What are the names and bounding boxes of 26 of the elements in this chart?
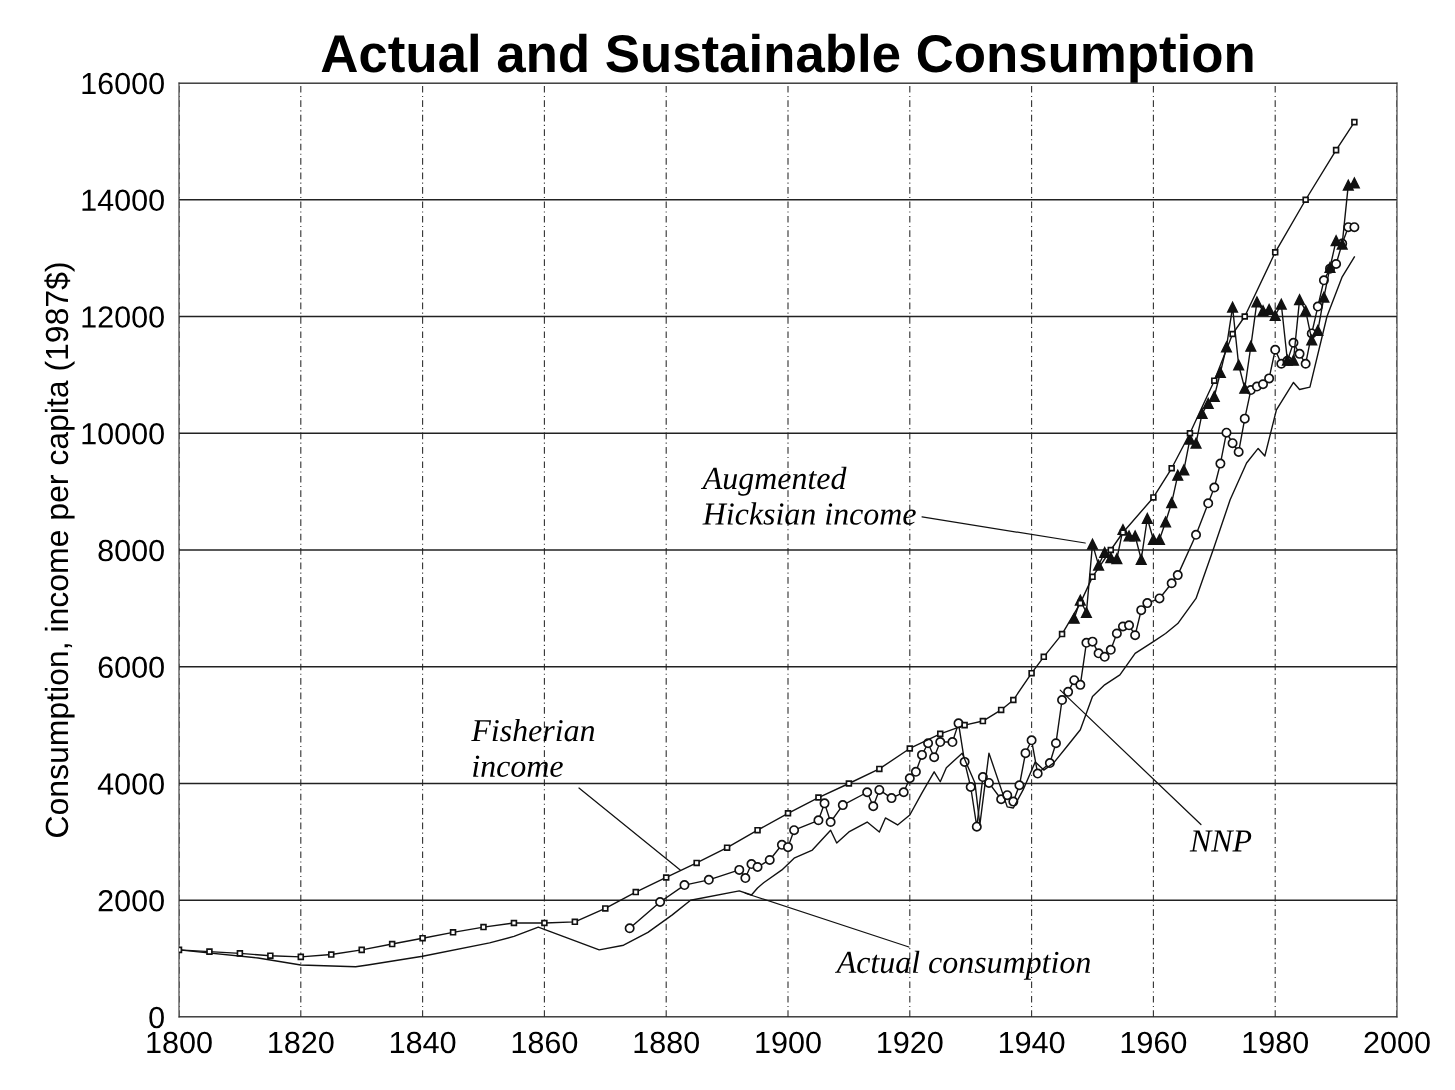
y-axis-title: Consumption, income per capita (1987$) [44, 263, 75, 837]
y-tick-label: 2000 [98, 889, 164, 912]
y-tick-label: 8000 [98, 539, 164, 562]
chart-title: Actual and Sustainable Consumption [321, 33, 1253, 83]
y-tick-label: 16000 [82, 72, 164, 95]
annotation: Fisherian income [471, 718, 595, 778]
y-tick-label: 14000 [82, 189, 164, 212]
annotation: Actual consumption [834, 950, 1091, 980]
x-tick-label: 1860 [512, 1031, 578, 1054]
x-tick-label: 1820 [269, 1031, 334, 1054]
x-tick-label: 1920 [878, 1031, 943, 1054]
x-tick-label: 1880 [634, 1031, 699, 1054]
annotation: Augmented Hicksian income [700, 466, 916, 525]
annotation: NNP [1189, 830, 1252, 852]
x-tick-label: 1940 [999, 1031, 1065, 1054]
x-tick-label: 1840 [390, 1031, 456, 1054]
x-tick-label: 1960 [1121, 1031, 1187, 1054]
x-tick-label: 1980 [1243, 1031, 1308, 1054]
y-tick-label: 4000 [97, 773, 164, 795]
y-tick-label: 12000 [82, 306, 164, 328]
x-tick-label: 1800 [147, 1031, 212, 1054]
x-tick-label: 1900 [756, 1031, 821, 1054]
x-tick-label: 2000 [1364, 1031, 1430, 1054]
y-tick-label: 6000 [98, 656, 164, 679]
y-tick-label: 10000 [82, 422, 164, 445]
y-tick-label: 0 [149, 1006, 164, 1029]
